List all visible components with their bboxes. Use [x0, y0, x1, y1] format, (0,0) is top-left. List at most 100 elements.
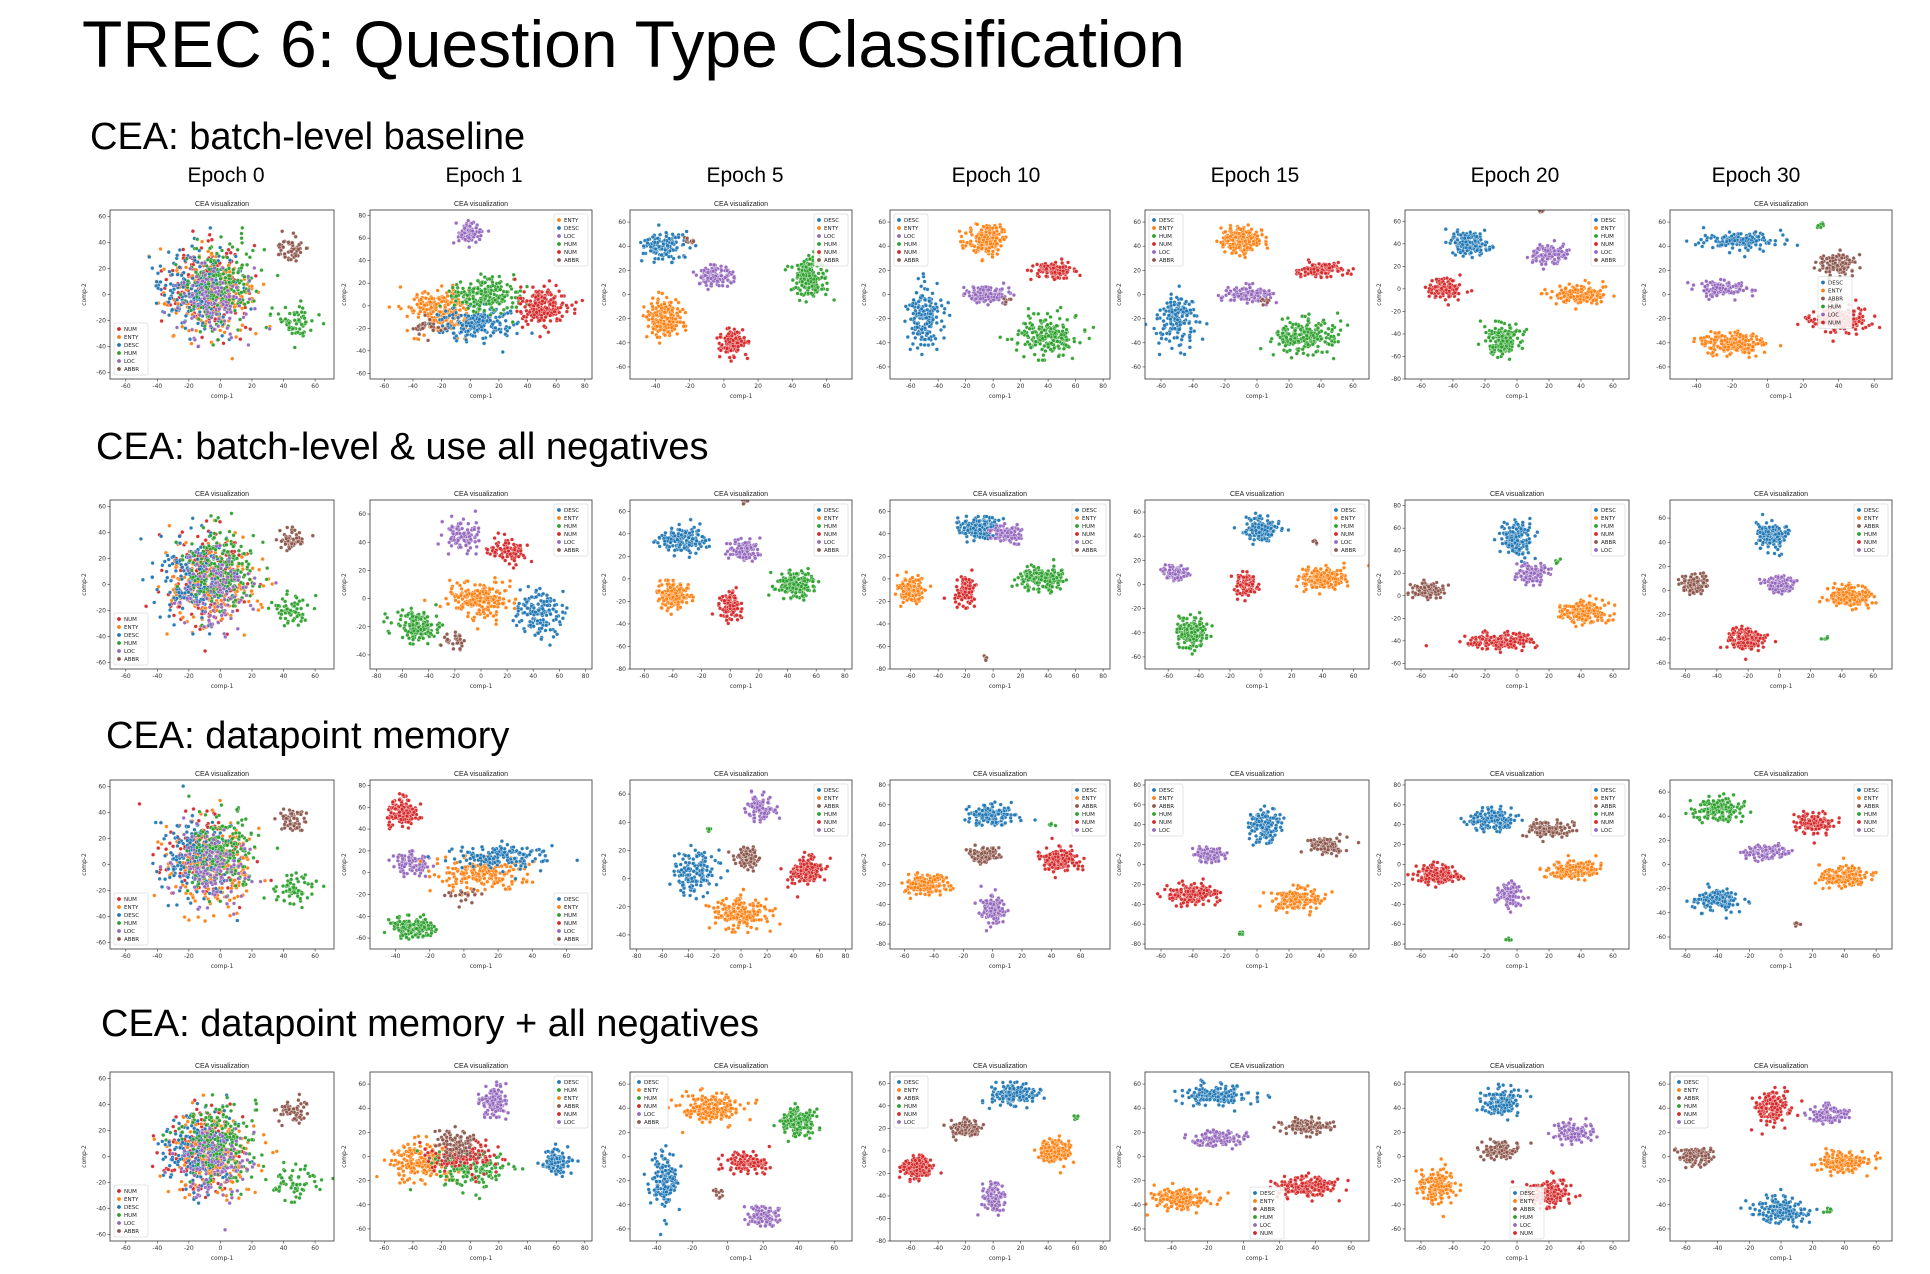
point-enty: [981, 224, 986, 229]
point-num: [1310, 263, 1315, 268]
point-loc: [1245, 290, 1251, 295]
point-loc: [1255, 291, 1260, 296]
point-enty: [662, 310, 667, 315]
point-enty: [1237, 231, 1242, 236]
point-enty: [1555, 293, 1560, 298]
point-desc: [684, 229, 689, 234]
point-loc: [1267, 292, 1272, 297]
point-enty: [1265, 246, 1270, 251]
x-tick-label: 40: [1044, 383, 1052, 390]
point-enty: [189, 341, 194, 346]
point-loc: [1239, 297, 1244, 302]
point-desc: [652, 260, 657, 265]
point-num: [1308, 270, 1314, 275]
legend-entry: ENTY: [904, 226, 919, 232]
legend-entry: LOC: [904, 234, 915, 240]
point-desc: [440, 323, 445, 328]
point-desc: [175, 272, 180, 277]
point-abbr: [286, 240, 291, 245]
point-enty: [457, 308, 462, 313]
point-desc: [922, 337, 927, 342]
x-tick-label: 20: [1285, 383, 1293, 390]
point-desc: [947, 313, 952, 318]
x-tick-label: 0: [722, 383, 726, 390]
point-hum: [1087, 336, 1092, 341]
point-hum: [235, 247, 240, 252]
x-tick-label: 20: [754, 383, 762, 390]
point-loc: [212, 327, 217, 332]
point-loc: [1552, 248, 1557, 253]
point-desc: [1456, 247, 1461, 252]
point-num: [1439, 286, 1444, 291]
point-hum: [518, 288, 523, 294]
point-num: [533, 295, 538, 300]
y-tick-label: 40: [1133, 243, 1141, 250]
point-enty: [656, 290, 661, 295]
point-abbr: [288, 257, 293, 262]
point-enty: [655, 324, 660, 329]
point-abbr: [280, 229, 285, 234]
point-num: [1452, 284, 1457, 289]
point-enty: [1563, 286, 1568, 291]
point-num: [735, 340, 740, 345]
point-hum: [1065, 317, 1070, 322]
point-num: [746, 339, 751, 344]
x-tick-label: -20: [437, 383, 447, 390]
point-loc: [200, 292, 205, 297]
point-loc: [973, 292, 978, 297]
point-hum: [493, 287, 498, 292]
point-hum: [1330, 323, 1335, 328]
point-enty: [218, 328, 223, 333]
point-hum: [1323, 339, 1328, 344]
point-hum: [498, 311, 504, 316]
point-num: [725, 346, 730, 351]
point-enty: [1214, 239, 1219, 244]
point-loc: [229, 335, 234, 340]
point-hum: [794, 281, 799, 286]
point-hum: [276, 311, 281, 317]
point-desc: [650, 234, 655, 240]
point-hum: [1072, 339, 1077, 344]
point-enty: [644, 315, 649, 320]
point-num: [1052, 277, 1057, 282]
point-enty: [988, 241, 993, 246]
x-tick-label: -20: [184, 383, 194, 390]
point-num: [574, 300, 579, 305]
point-desc: [656, 256, 661, 261]
point-abbr: [691, 239, 696, 244]
point-hum: [822, 276, 828, 281]
point-enty: [958, 239, 963, 244]
point-loc: [691, 270, 696, 275]
y-tick-label: -40: [1131, 340, 1141, 347]
point-hum: [1061, 325, 1066, 330]
point-enty: [249, 284, 254, 289]
point-desc: [233, 254, 238, 259]
point-loc: [1558, 246, 1563, 251]
point-hum: [185, 282, 190, 287]
point-loc: [196, 303, 201, 308]
point-hum: [466, 306, 471, 311]
point-desc: [1175, 317, 1180, 322]
point-enty: [957, 229, 962, 234]
point-loc: [967, 293, 972, 298]
point-num: [252, 243, 257, 248]
point-hum: [793, 285, 798, 290]
point-num: [1315, 268, 1320, 273]
point-desc: [155, 271, 161, 276]
point-desc: [1159, 336, 1164, 341]
point-num: [1029, 268, 1034, 273]
point-hum: [1070, 356, 1075, 361]
point-num: [1037, 268, 1042, 273]
point-desc: [190, 276, 195, 281]
point-hum: [832, 297, 837, 303]
point-hum: [501, 307, 506, 312]
point-desc: [175, 253, 180, 258]
point-desc: [938, 327, 944, 333]
point-enty: [985, 225, 990, 230]
point-enty: [1567, 289, 1572, 294]
point-num: [181, 247, 186, 252]
point-num: [1456, 291, 1461, 296]
point-hum: [1286, 331, 1291, 337]
point-enty: [418, 305, 423, 310]
point-num: [580, 298, 585, 303]
